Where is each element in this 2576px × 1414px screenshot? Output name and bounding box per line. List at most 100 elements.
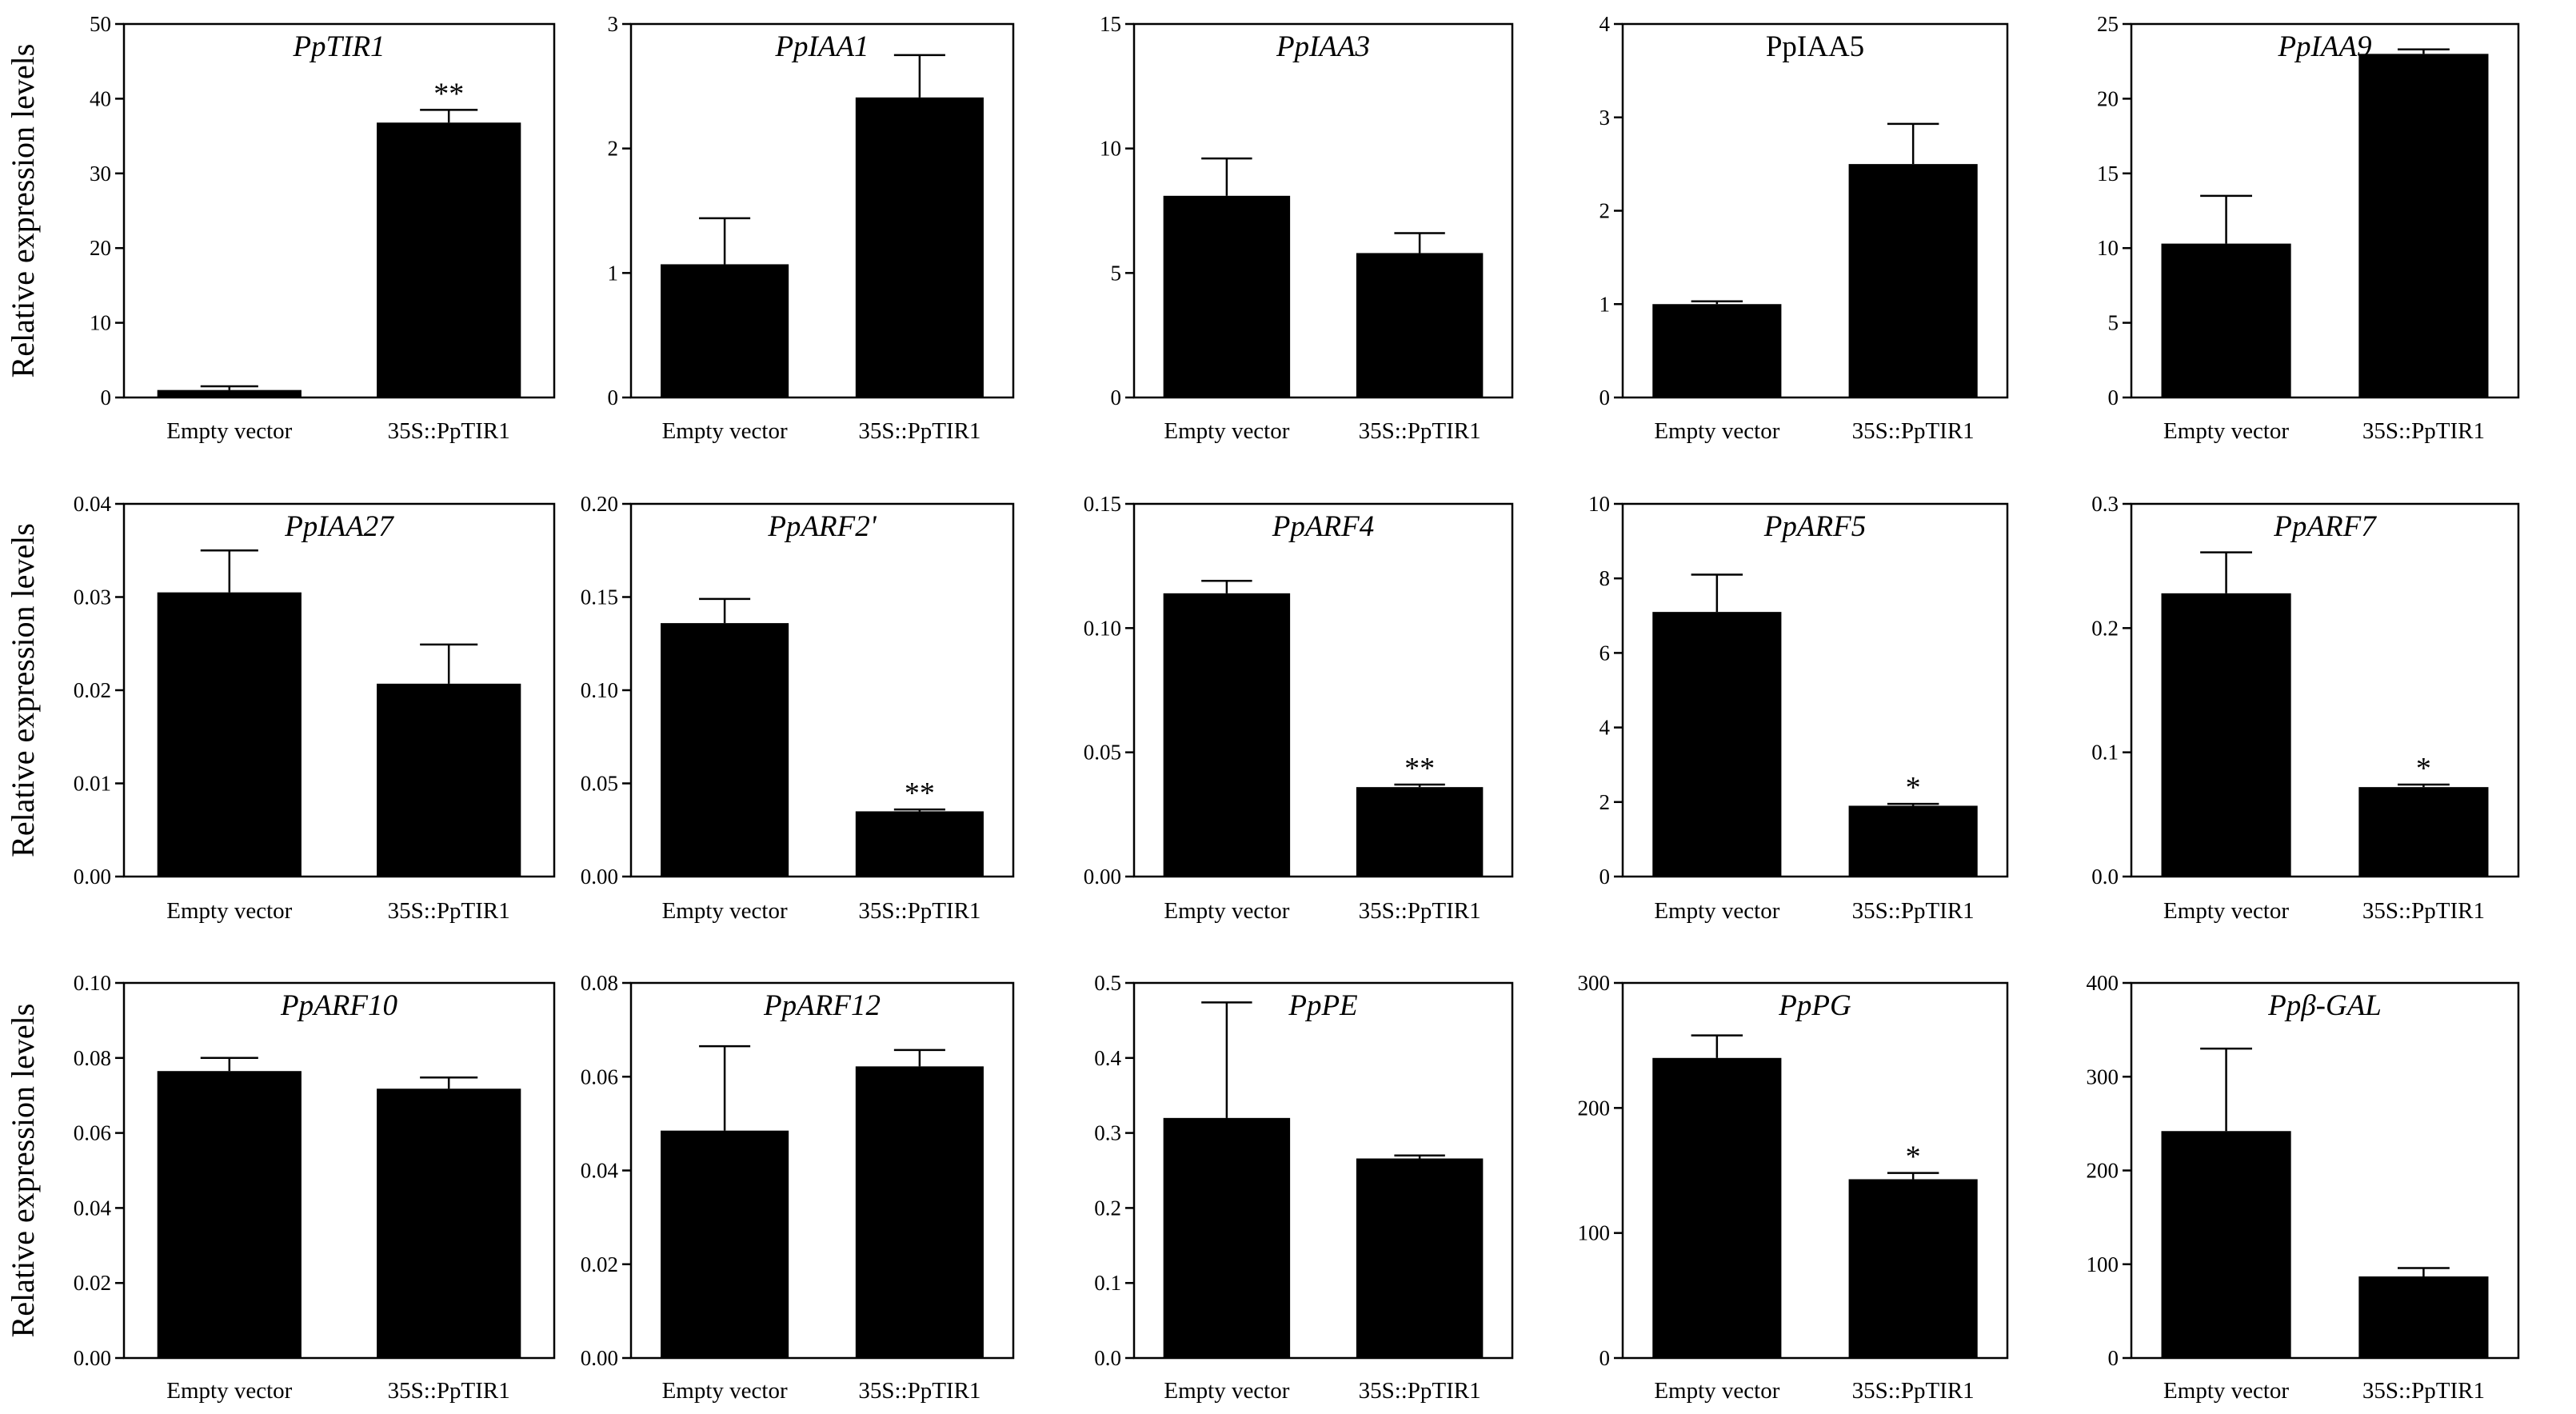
category-label: Empty vector — [1164, 1378, 1289, 1404]
y-axis-label: Relative expression levels — [5, 523, 41, 857]
y-tick-label: 0 — [2108, 385, 2119, 409]
bar — [1356, 1158, 1484, 1358]
y-tick-label: 0 — [1600, 385, 1611, 409]
category-label: 35S::PpTIR1 — [388, 1378, 510, 1404]
y-tick-label: 1 — [608, 261, 619, 285]
y-tick-label: 10 — [1588, 492, 1610, 516]
plot-frame — [1132, 502, 1514, 878]
significance-marker: * — [1906, 771, 1921, 805]
category-label: Empty vector — [2163, 418, 2289, 444]
y-tick-label: 0.0 — [2091, 865, 2119, 889]
panel-title: PpARF10 — [280, 989, 397, 1022]
y-tick-label: 0 — [608, 385, 619, 409]
bar — [2358, 787, 2489, 877]
y-tick-label: 25 — [2097, 12, 2119, 36]
y-tick-label: 0 — [1600, 865, 1611, 889]
category-label: 35S::PpTIR1 — [858, 898, 980, 924]
category-label: 35S::PpTIR1 — [858, 418, 980, 444]
bar — [157, 389, 302, 397]
bar — [1848, 164, 1978, 397]
y-tick-label: 0.05 — [581, 772, 618, 796]
category-label: 35S::PpTIR1 — [1359, 898, 1481, 924]
y-tick-label: 100 — [1578, 1221, 1611, 1245]
category-label: Empty vector — [166, 1378, 292, 1404]
y-tick-label: 200 — [1578, 1096, 1611, 1120]
category-label: Empty vector — [1654, 898, 1779, 924]
y-tick-label: 0.01 — [74, 772, 111, 796]
y-tick-label: 3 — [608, 12, 619, 36]
y-tick-label: 0.10 — [581, 678, 618, 702]
y-tick-label: 0.06 — [74, 1121, 111, 1145]
category-label: 35S::PpTIR1 — [1359, 418, 1481, 444]
bar — [1163, 195, 1291, 397]
category-label: 35S::PpTIR1 — [1852, 1378, 1975, 1404]
y-tick-label: 0.00 — [581, 1346, 618, 1370]
y-tick-label: 2 — [1600, 790, 1611, 814]
y-tick-label: 40 — [90, 86, 111, 110]
y-tick-label: 15 — [2097, 162, 2119, 186]
panel-title: PpARF12 — [763, 989, 881, 1022]
panel-title: PpPE — [1288, 989, 1357, 1022]
bar — [2161, 1131, 2291, 1358]
chart-panel: 0.00 0.02 0.04 0.06 0.08 0.10 Empty vector 35S:… — [74, 971, 556, 1404]
bar — [157, 592, 302, 877]
y-tick-label: 5 — [2108, 311, 2119, 335]
y-tick-label: 400 — [2087, 971, 2119, 995]
y-tick-label: 0 — [1111, 385, 1122, 409]
panel-title: PpIAA5 — [1766, 30, 1864, 63]
bar — [2358, 1276, 2489, 1358]
y-tick-label: 200 — [2087, 1159, 2119, 1183]
bar — [157, 1071, 302, 1358]
y-tick-label: 0.00 — [1084, 865, 1121, 889]
y-tick-label: 0.03 — [74, 585, 111, 609]
y-tick-label: 0 — [2108, 1346, 2119, 1370]
y-tick-label: 0.04 — [74, 1196, 112, 1220]
y-tick-label: 0.04 — [74, 492, 112, 516]
panel-title: PpIAA9 — [2277, 30, 2371, 63]
panel-title: PpARF5 — [1763, 510, 1866, 543]
category-label: 35S::PpTIR1 — [2362, 418, 2485, 444]
y-tick-label: 20 — [2097, 86, 2119, 110]
y-tick-label: 10 — [2097, 236, 2119, 260]
y-tick-label: 0.4 — [1094, 1046, 1121, 1070]
bar — [1356, 253, 1484, 397]
bar — [377, 122, 521, 397]
panel-title: PpARF4 — [1272, 510, 1374, 543]
panel-title: PpARF7 — [2273, 510, 2377, 543]
y-tick-label: 0.02 — [581, 1252, 618, 1276]
y-tick-label: 1 — [1600, 292, 1611, 316]
y-tick-label: 0.3 — [1094, 1121, 1121, 1145]
y-tick-label: 0.08 — [581, 971, 618, 995]
bar — [661, 1130, 789, 1358]
plot-frame — [122, 981, 556, 1360]
y-tick-label: 0.00 — [74, 865, 111, 889]
category-label: Empty vector — [1654, 418, 1779, 444]
significance-marker: ** — [433, 77, 464, 110]
y-tick-label: 0.00 — [581, 865, 618, 889]
y-tick-label: 0.10 — [1084, 616, 1121, 640]
plot-frame — [2130, 502, 2520, 878]
bar — [855, 1066, 984, 1358]
y-tick-label: 2 — [608, 137, 619, 161]
y-tick-label: 0.10 — [74, 971, 111, 995]
significance-marker: ** — [905, 777, 935, 810]
y-tick-label: 0 — [1600, 1346, 1611, 1370]
y-tick-label: 0.02 — [74, 678, 111, 702]
y-tick-label: 10 — [1100, 137, 1121, 161]
y-tick-label: 0.2 — [1094, 1196, 1121, 1220]
y-tick-label: 4 — [1600, 716, 1611, 740]
y-tick-label: 0.15 — [581, 585, 618, 609]
bar — [1652, 1057, 1782, 1358]
significance-marker: ** — [1404, 752, 1435, 785]
y-tick-label: 0.15 — [1084, 492, 1121, 516]
